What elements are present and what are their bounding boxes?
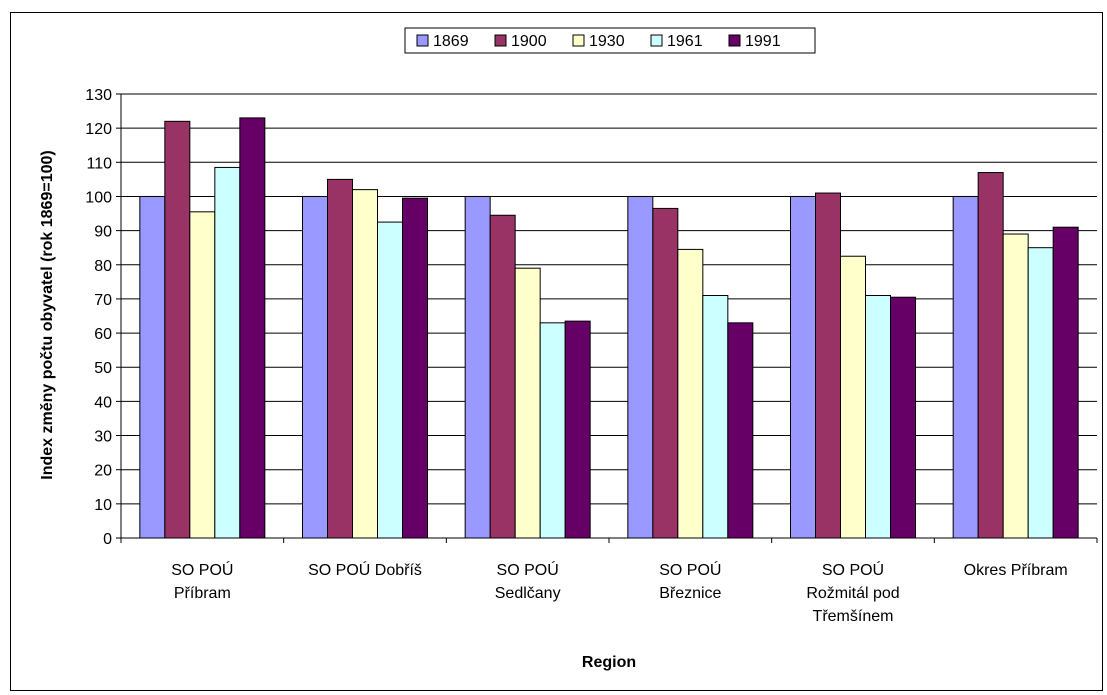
bar-1930 xyxy=(514,267,541,539)
bar-1869 xyxy=(464,195,491,539)
bar-1869 xyxy=(302,195,328,539)
y-tick-labels: 0 10 20 30 40 50 60 70 80 90 100 110 120 130 xyxy=(85,87,112,548)
x-axis-title: Region xyxy=(582,654,636,671)
y-tick-label: 30 xyxy=(94,429,112,446)
y-tick-label: 50 xyxy=(94,360,112,377)
bar-1900 xyxy=(327,178,353,539)
bar-1869 xyxy=(790,195,816,539)
bar-1900 xyxy=(489,214,516,539)
legend-label-1961: 1961 xyxy=(667,33,703,50)
legend-label-1930: 1930 xyxy=(589,33,625,50)
bar-1961 xyxy=(865,295,891,539)
bar-1900 xyxy=(652,207,679,539)
y-tick-label: 80 xyxy=(94,258,112,275)
legend: 1869 1900 1930 1961 1991 xyxy=(404,27,816,54)
bar-1991 xyxy=(239,117,266,539)
bar-1869 xyxy=(627,195,654,539)
y-tick-label: 90 xyxy=(94,224,112,241)
bar-1961 xyxy=(702,295,729,539)
bar-1961 xyxy=(214,166,241,539)
bar-1991 xyxy=(402,197,428,539)
x-category-label: Třemšínem xyxy=(813,608,894,625)
y-axis-title: Index změny počtu obyvatel (rok 1869=100… xyxy=(39,150,56,479)
x-category-label: Příbram xyxy=(174,585,231,602)
y-tick-label: 120 xyxy=(85,121,112,138)
bar-1900 xyxy=(977,172,1004,539)
bar-1869 xyxy=(952,195,979,539)
bar-1991 xyxy=(564,320,591,539)
x-category-label: SO POÚ xyxy=(659,560,721,579)
legend-label-1869: 1869 xyxy=(433,33,469,50)
y-tick-label: 10 xyxy=(94,497,112,514)
bar-1869 xyxy=(139,195,166,539)
y-tick-label: 0 xyxy=(103,531,112,548)
legend-box xyxy=(404,27,816,54)
axes xyxy=(116,93,1098,543)
y-tick-label: 70 xyxy=(94,292,112,309)
legend-swatch-1869 xyxy=(416,34,429,47)
bar-1991 xyxy=(1052,226,1079,539)
x-category-label: SO POÚ xyxy=(822,560,884,579)
y-tick-label: 100 xyxy=(85,189,112,206)
bar-1930 xyxy=(1002,233,1029,539)
x-category-label: Okres Příbram xyxy=(964,562,1068,579)
legend-swatch-1930 xyxy=(572,34,585,47)
legend-swatch-1991 xyxy=(728,34,741,47)
bar-1961 xyxy=(539,322,566,539)
bar-1991 xyxy=(890,296,916,539)
gridlines xyxy=(121,93,1097,505)
x-category-label: Sedlčany xyxy=(495,585,561,602)
bar-1900 xyxy=(164,120,191,539)
y-tick-label: 60 xyxy=(94,326,112,343)
bar-1930 xyxy=(352,189,378,539)
bar-1930 xyxy=(677,248,704,539)
legend-label-1991: 1991 xyxy=(745,33,781,50)
x-category-label: SO POÚ xyxy=(171,560,233,579)
bars xyxy=(139,117,1079,539)
x-category-label: SO POÚ Dobříš xyxy=(308,560,422,579)
x-category-label: Rožmitál pod xyxy=(806,585,899,602)
y-tick-label: 20 xyxy=(94,463,112,480)
x-category-label: SO POÚ xyxy=(497,560,559,579)
bar-1991 xyxy=(727,322,754,539)
bar-1900 xyxy=(815,192,841,539)
y-tick-label: 110 xyxy=(86,155,112,172)
legend-label-1900: 1900 xyxy=(511,33,547,50)
y-tick-label: 40 xyxy=(94,394,112,411)
bar-1961 xyxy=(377,221,403,539)
legend-swatch-1961 xyxy=(650,34,663,47)
y-tick-label: 130 xyxy=(85,87,112,104)
bar-1961 xyxy=(1027,247,1054,539)
x-category-label: Březnice xyxy=(659,585,721,602)
x-category-labels: SO POÚ Příbram SO POÚ Dobříš SO POÚ Sedlčany… xyxy=(171,560,1067,625)
legend-swatch-1900 xyxy=(494,34,507,47)
bar-1930 xyxy=(840,255,866,539)
bar-1930 xyxy=(189,211,216,539)
